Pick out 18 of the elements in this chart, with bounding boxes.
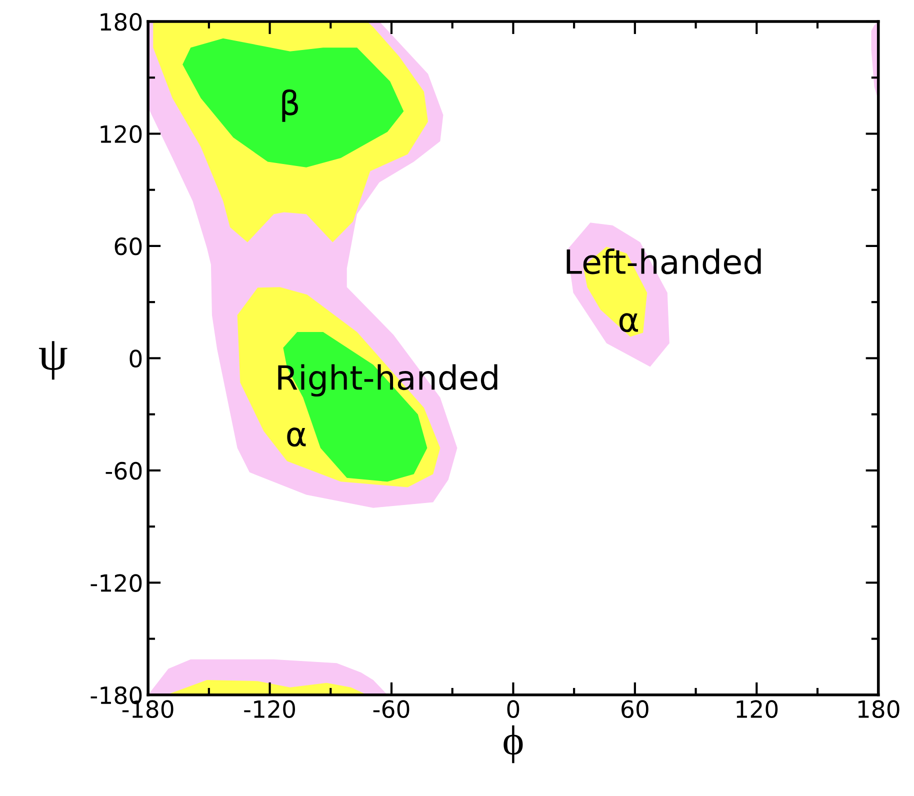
annotation: β	[282, 89, 298, 122]
x-tick-label: 180	[858, 700, 900, 718]
annotation: Right-handed	[278, 364, 498, 397]
annotation: α	[287, 428, 306, 447]
x-tick-label: -120	[244, 700, 296, 718]
x-tick-label: 60	[622, 700, 648, 718]
x-axis-title: ϕ	[504, 725, 523, 764]
y-tick-label: 0	[130, 350, 142, 368]
y-tick-label: 60	[114, 237, 142, 256]
annotation: α	[619, 313, 638, 332]
x-tick-label: 0	[507, 700, 520, 718]
y-tick-label: 180	[100, 12, 142, 31]
y-tick-label: 120	[100, 125, 142, 144]
y-tick-label: -120	[90, 574, 142, 592]
y-axis-title: ψ	[38, 341, 68, 380]
x-tick-label: -60	[373, 700, 410, 718]
y-tick-label: -60	[106, 462, 142, 480]
x-tick-label: 120	[736, 700, 778, 718]
